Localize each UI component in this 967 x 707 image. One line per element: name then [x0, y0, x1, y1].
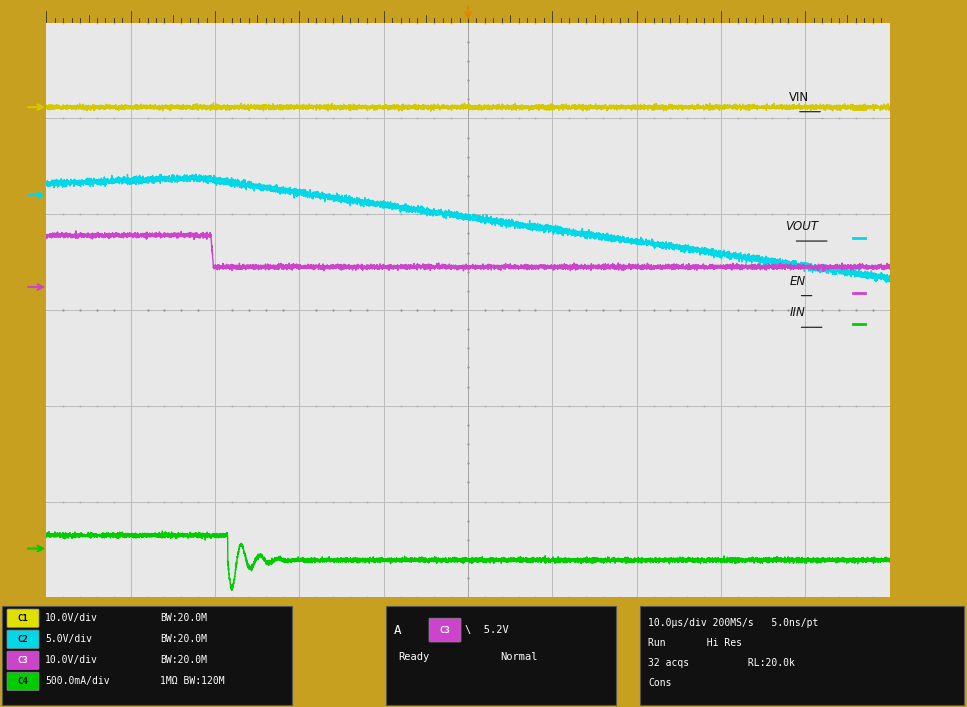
Text: Ready: Ready: [398, 652, 429, 662]
Text: BW:20.0M: BW:20.0M: [160, 634, 207, 644]
Text: Cons: Cons: [648, 678, 671, 688]
FancyBboxPatch shape: [7, 609, 39, 627]
Bar: [2, 607, 292, 705]
Text: 32 acqs          RL:20.0k: 32 acqs RL:20.0k: [648, 658, 795, 668]
Text: C3: C3: [17, 656, 28, 665]
Text: BW:20.0M: BW:20.0M: [160, 613, 207, 623]
Text: C4: C4: [17, 677, 28, 686]
Text: IIN: IIN: [790, 306, 806, 320]
Text: VIN: VIN: [788, 90, 808, 104]
FancyBboxPatch shape: [7, 651, 39, 670]
Bar: [640, 607, 964, 705]
FancyBboxPatch shape: [7, 630, 39, 648]
Text: A: A: [395, 624, 401, 636]
FancyBboxPatch shape: [429, 618, 461, 642]
Text: 1MΩ BW:120M: 1MΩ BW:120M: [160, 677, 224, 686]
Text: 500.0mA/div: 500.0mA/div: [45, 677, 109, 686]
Text: Normal: Normal: [500, 652, 538, 662]
FancyBboxPatch shape: [7, 672, 39, 691]
Text: 10.0V/div: 10.0V/div: [45, 613, 98, 623]
Text: EN: EN: [790, 275, 806, 288]
Text: Run       Hi Res: Run Hi Res: [648, 638, 742, 648]
Text: C3: C3: [440, 626, 451, 635]
Text: \  5.2V: \ 5.2V: [465, 625, 509, 635]
Bar: [386, 607, 616, 705]
Text: 5.0V/div: 5.0V/div: [45, 634, 92, 644]
Text: C2: C2: [17, 635, 28, 644]
Text: BW:20.0M: BW:20.0M: [160, 655, 207, 665]
Text: 10.0V/div: 10.0V/div: [45, 655, 98, 665]
Text: VOUT: VOUT: [785, 220, 818, 233]
Text: C1: C1: [17, 614, 28, 623]
Text: 10.0μs/div 200MS/s   5.0ns/pt: 10.0μs/div 200MS/s 5.0ns/pt: [648, 618, 818, 628]
